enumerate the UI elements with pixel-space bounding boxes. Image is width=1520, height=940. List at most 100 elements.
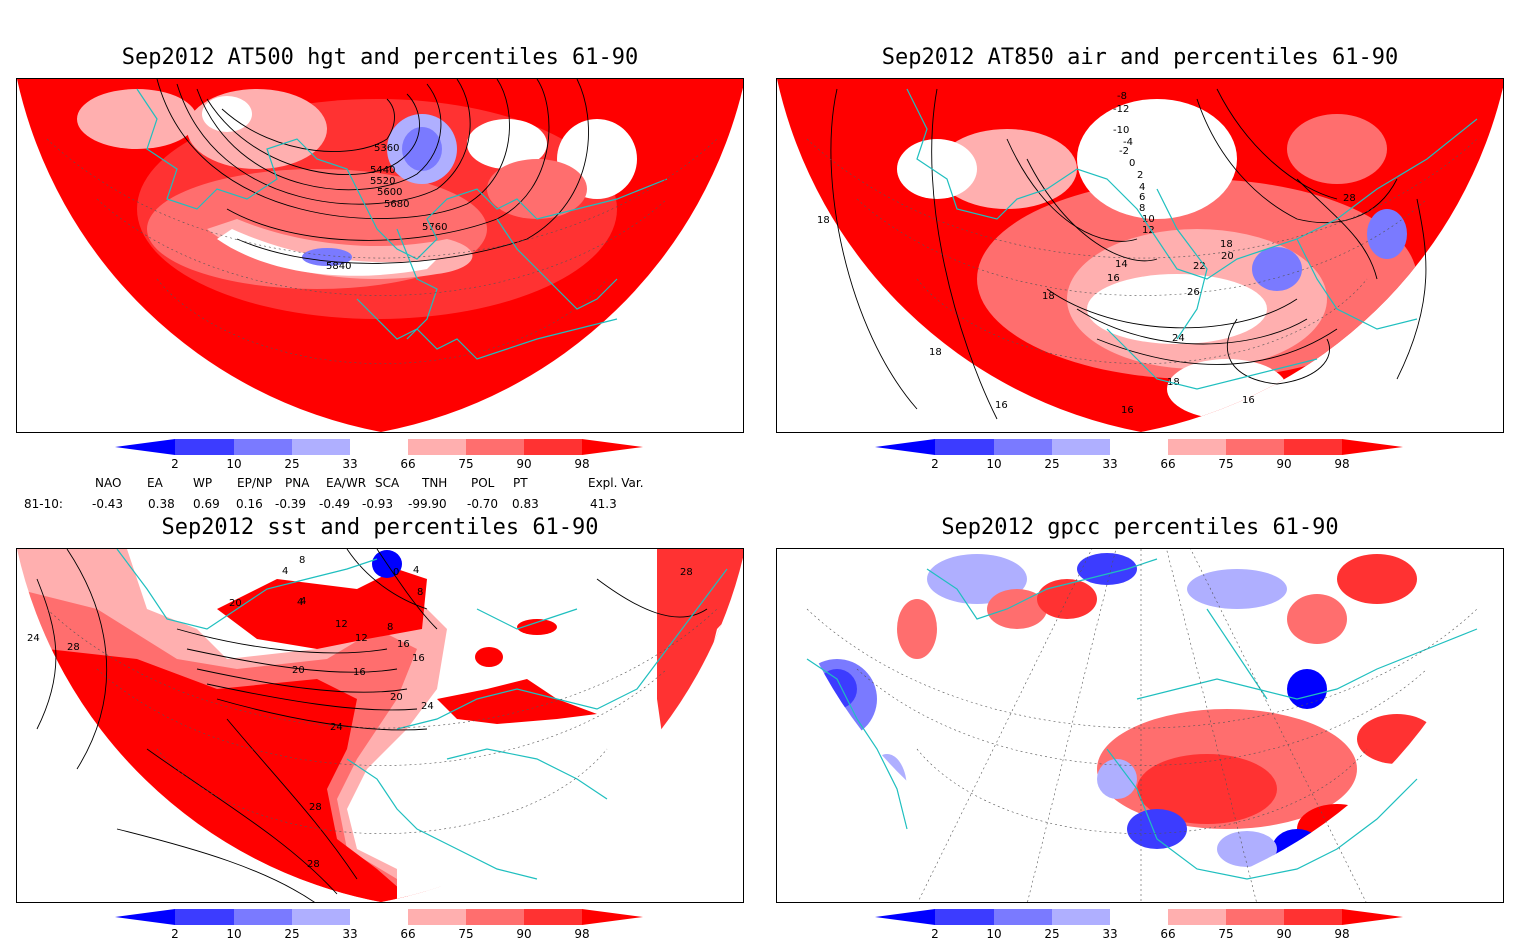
colorbar-tick: 33 xyxy=(1102,457,1117,471)
contour-labels-hgt500: 5360 5440 5520 5600 5680 5760 5840 xyxy=(326,143,447,272)
colorbar-tick: 66 xyxy=(400,927,415,940)
colorbar-tick: 2 xyxy=(171,927,179,940)
contour-label: 5600 xyxy=(377,187,402,198)
colorbar-tick: 75 xyxy=(458,927,473,940)
graticule xyxy=(806,549,1478,902)
colorbar-swatch xyxy=(994,909,1052,925)
colorbar-swatch xyxy=(408,909,466,925)
colorbar-swatch xyxy=(1052,909,1110,925)
colorbar-swatch xyxy=(1226,909,1284,925)
colorbar-tick: 90 xyxy=(516,457,531,471)
contour-label: 16 xyxy=(353,667,366,678)
map-panel-gpcc xyxy=(776,548,1504,903)
colorbar-tick: 25 xyxy=(284,457,299,471)
colorbar-tick: 10 xyxy=(226,927,241,940)
contour-label: 5840 xyxy=(326,261,351,272)
map-field-gpcc xyxy=(777,549,1503,902)
contour-label: 12 xyxy=(355,633,368,644)
colorbar-ticks: 2 10 25 33 66 75 90 98 xyxy=(931,457,1349,471)
map-panel-sst: 4 0 4 8 8 4 12 16 20 16 20 24 24 28 28 2… xyxy=(16,548,744,903)
contour-label: 4 xyxy=(1139,182,1145,193)
contour-label: 20 xyxy=(292,665,305,676)
contour-label: -12 xyxy=(1113,104,1129,115)
index-name: PT xyxy=(513,476,528,490)
contour-label: 28 xyxy=(309,802,322,813)
contour-label: 28 xyxy=(67,642,80,653)
coastlines xyxy=(116,549,728,880)
contour-label: 28 xyxy=(1343,193,1356,204)
colorbar-swatch xyxy=(234,909,292,925)
colorbar-swatch xyxy=(935,439,994,455)
map-panel-hgt500: 5360 5440 5520 5600 5680 5760 5840 xyxy=(16,78,744,433)
index-name: POL xyxy=(471,476,495,490)
contour-label: 16 xyxy=(397,639,410,650)
colorbar-swatch xyxy=(524,439,582,455)
colorbar-tick: 33 xyxy=(342,927,357,940)
contour-label: 16 xyxy=(1107,273,1120,284)
coastlines xyxy=(136,88,668,360)
contour-label: 5360 xyxy=(374,143,399,154)
colorbar-swatch xyxy=(1052,439,1110,455)
index-value: 41.3 xyxy=(590,497,617,511)
colorbar-swatch xyxy=(292,439,350,455)
graticule xyxy=(806,138,1478,364)
colorbar-air850: 2 10 25 33 66 75 90 98 xyxy=(875,439,1403,471)
graticule xyxy=(46,138,718,364)
index-value: -0.39 xyxy=(275,497,307,511)
colorbar-ticks: 2 10 25 33 66 75 90 98 xyxy=(171,457,589,471)
colorbar-swatch xyxy=(582,439,643,455)
colorbar-swatch xyxy=(408,439,466,455)
colorbar-tick: 25 xyxy=(1044,457,1059,471)
contour-label: 20 xyxy=(229,598,242,609)
colorbar-tick: 2 xyxy=(171,457,179,471)
colorbar-tick: 10 xyxy=(986,457,1001,471)
contour-label: 8 xyxy=(417,587,423,598)
colorbar-tick: 98 xyxy=(1334,927,1349,940)
contour-label: -4 xyxy=(1123,137,1133,148)
index-name: EA xyxy=(147,476,163,490)
colorbar-swatches xyxy=(115,439,643,455)
contour-label: 18 xyxy=(1220,239,1233,250)
index-name: TNH xyxy=(422,476,448,490)
colorbar-swatch xyxy=(935,909,994,925)
colorbar-swatch xyxy=(994,439,1052,455)
colorbar-swatch xyxy=(1284,909,1342,925)
colorbar-swatch xyxy=(115,439,175,455)
colorbar-tick: 66 xyxy=(400,457,415,471)
panel-title-air850: Sep2012 AT850 air and percentiles 61-90 xyxy=(881,45,1399,70)
contour-label: 4 xyxy=(300,596,306,607)
colorbar-tick: 66 xyxy=(1160,927,1175,940)
index-value: 0.38 xyxy=(148,497,175,511)
contour-label: 24 xyxy=(330,722,343,733)
colorbar-tick: 10 xyxy=(226,457,241,471)
colorbar-swatch xyxy=(1284,439,1342,455)
index-value: -99.90 xyxy=(408,497,447,511)
index-value: -0.70 xyxy=(467,497,499,511)
map-field-hgt500 xyxy=(17,79,743,432)
index-name: EP/NP xyxy=(237,476,273,490)
colorbar-swatch xyxy=(292,909,350,925)
contour-label: 8 xyxy=(299,555,305,566)
contour-label: -2 xyxy=(1119,146,1129,157)
sst-contours xyxy=(36,549,708,902)
index-name: NAO xyxy=(95,476,122,490)
contour-label: 24 xyxy=(27,633,40,644)
index-row-label: 81-10: xyxy=(24,497,63,511)
contour-label: 12 xyxy=(1142,225,1155,236)
contour-label: 28 xyxy=(307,859,320,870)
index-value: -0.49 xyxy=(319,497,351,511)
colorbar-tick: 66 xyxy=(1160,457,1175,471)
colorbar-tick: 98 xyxy=(574,457,589,471)
colorbar-tick: 98 xyxy=(1334,457,1349,471)
contour-label: 14 xyxy=(1115,259,1128,270)
colorbar-gpcc: 2 10 25 33 66 75 90 98 xyxy=(875,909,1403,940)
temperature-contours xyxy=(830,88,1427,420)
colorbar-swatch xyxy=(175,909,234,925)
colorbar-swatches xyxy=(115,909,643,925)
colorbar-swatch xyxy=(582,909,643,925)
colorbar-swatch xyxy=(234,439,292,455)
contour-label: 24 xyxy=(421,701,434,712)
colorbar-swatch xyxy=(350,909,408,925)
colorbar-tick: 2 xyxy=(931,927,939,940)
index-header-row: NAO EA WP EP/NP PNA EA/WR SCA TNH POL PT… xyxy=(0,476,760,492)
